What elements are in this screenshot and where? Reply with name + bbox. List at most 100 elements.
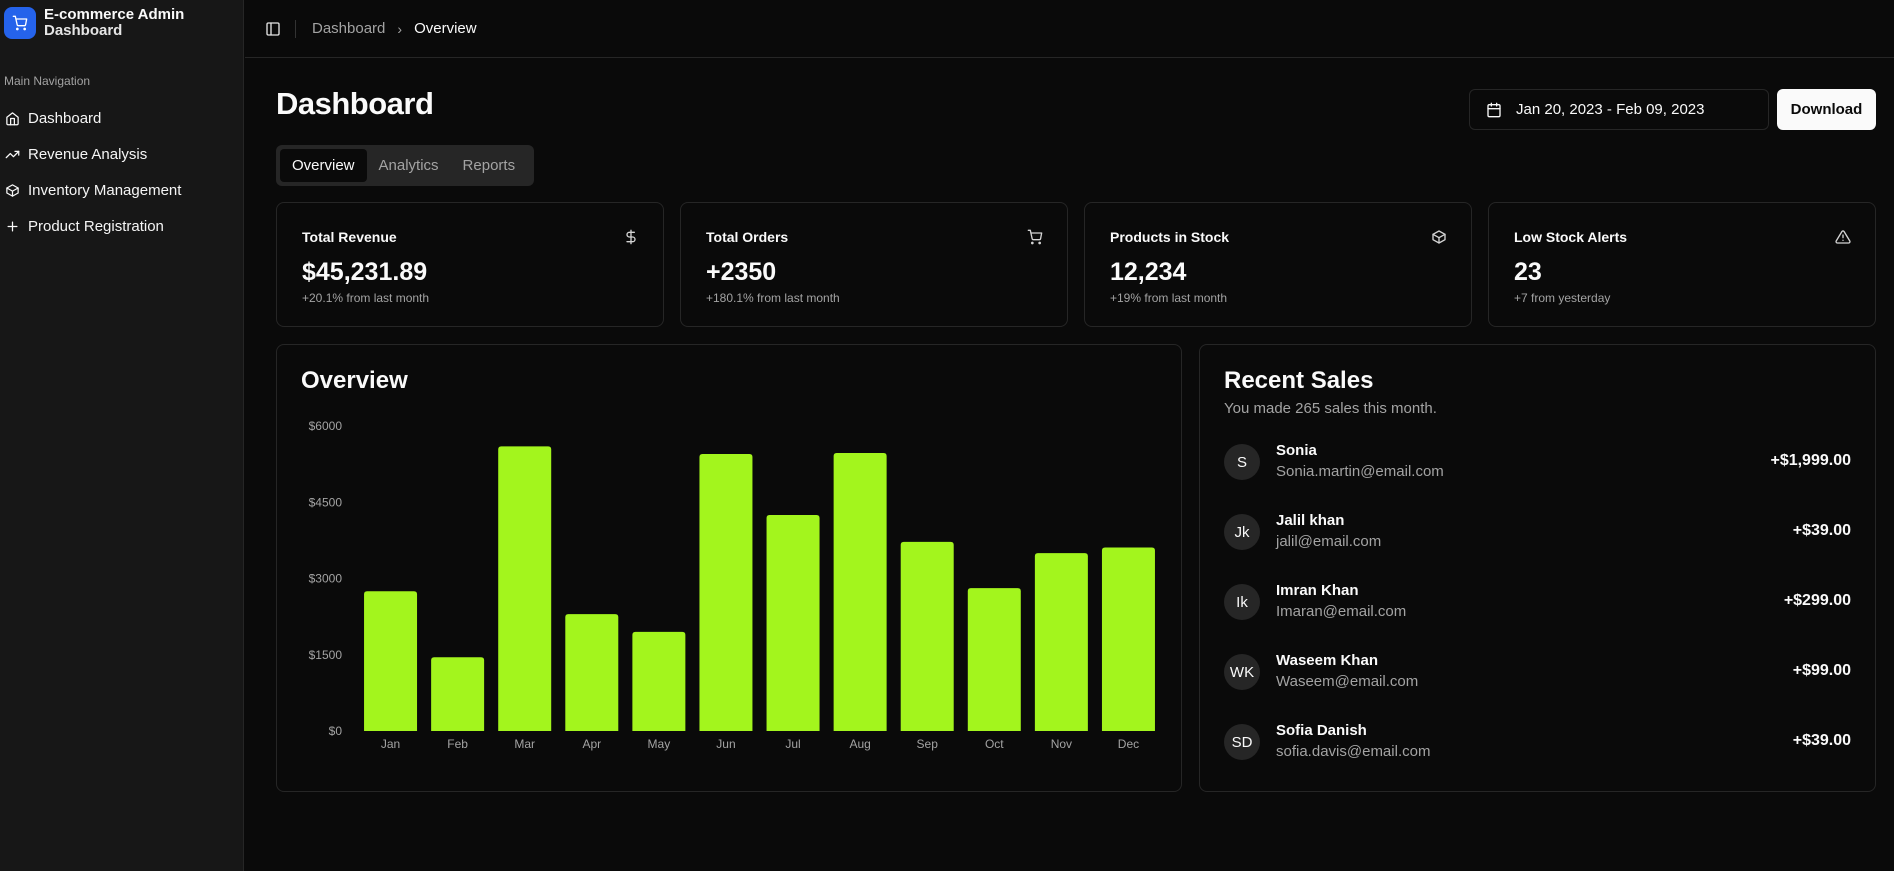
sidebar-item-revenue-analysis[interactable]: Revenue Analysis xyxy=(0,136,244,172)
avatar: SD xyxy=(1224,724,1260,760)
shopping-cart-icon xyxy=(4,7,36,39)
package-icon xyxy=(4,182,20,198)
y-tick-label: $4500 xyxy=(309,495,343,509)
breadcrumb-dashboard-link[interactable]: Dashboard xyxy=(312,20,386,37)
stat-note: +7 from yesterday xyxy=(1514,291,1611,305)
overview-chart-card: Overview $0 $1500 $3000 $4500 $6000 Jan Feb Mar… xyxy=(276,344,1182,792)
x-tick-label: Dec xyxy=(1118,737,1139,751)
stat-value: 23 xyxy=(1514,258,1542,286)
stat-value: 12,234 xyxy=(1110,258,1187,286)
chart-bar-jan[interactable] xyxy=(364,591,418,731)
sidebar-item-label: Revenue Analysis xyxy=(28,145,148,163)
x-tick-label: Sep xyxy=(917,737,939,751)
chart-bar-feb[interactable] xyxy=(431,657,485,731)
stat-value: +2350 xyxy=(706,258,777,286)
chart-bar-aug[interactable] xyxy=(833,452,887,731)
x-tick-label: May xyxy=(648,737,671,751)
stat-label: Total Orders xyxy=(706,229,789,245)
tab-reports[interactable]: Reports xyxy=(462,157,516,174)
chart-bar-jul[interactable] xyxy=(766,514,820,731)
stat-note: +19% from last month xyxy=(1110,291,1228,305)
list-item: Jk Jalil khan jalil@email.com +$39.00 xyxy=(1224,512,1851,552)
trending-up-icon xyxy=(4,146,20,162)
sidebar: E-commerce Admin Dashboard Main Navigati… xyxy=(0,0,244,871)
breadcrumb-current-page: Overview xyxy=(414,20,477,37)
chart-bar-oct[interactable] xyxy=(967,588,1021,731)
avatar: WK xyxy=(1224,654,1260,690)
x-tick-label: Nov xyxy=(1051,737,1072,751)
customer-email: sofia.davis@email.com xyxy=(1276,743,1431,760)
sidebar-item-dashboard[interactable]: Dashboard xyxy=(0,100,244,136)
brand-title: E-commerce Admin xyxy=(44,6,185,23)
x-tick-label: Oct xyxy=(985,737,1004,751)
sidebar-item-label: Dashboard xyxy=(28,109,102,127)
stat-card-products-in-stock: Products in Stock 12,234 +19% from last … xyxy=(1084,202,1472,327)
sale-amount: +$99.00 xyxy=(1792,662,1851,679)
date-range-value: Jan 20, 2023 - Feb 09, 2023 xyxy=(1516,101,1705,118)
x-tick-label: Jul xyxy=(785,737,800,751)
stat-label: Total Revenue xyxy=(302,229,397,245)
revenue-bar-chart: $0 $1500 $3000 $4500 $6000 Jan Feb Mar Apr May Jun… xyxy=(309,419,1155,751)
tab-list: Overview Analytics Reports xyxy=(276,145,534,186)
customer-name: Sofia Danish xyxy=(1276,722,1367,739)
customer-email: Sonia.martin@email.com xyxy=(1276,463,1444,480)
top-bar: Dashboard › Overview xyxy=(245,0,1894,58)
recent-sales-title: Recent Sales xyxy=(1224,367,1374,394)
cart-icon xyxy=(1027,229,1043,245)
calendar-icon xyxy=(1486,102,1502,118)
x-tick-label: Apr xyxy=(582,737,601,751)
x-tick-label: Mar xyxy=(514,737,535,751)
brand[interactable]: E-commerce Admin Dashboard xyxy=(4,7,184,39)
customer-name: Jalil khan xyxy=(1276,512,1345,529)
chart-bar-mar[interactable] xyxy=(498,446,552,731)
overview-title: Overview xyxy=(301,367,408,394)
breadcrumb: Dashboard › Overview xyxy=(312,20,477,37)
home-icon xyxy=(4,110,20,126)
chart-bar-apr[interactable] xyxy=(565,614,619,731)
customer-email: Imaran@email.com xyxy=(1276,603,1407,620)
sidebar-toggle-icon[interactable] xyxy=(261,17,285,41)
sidebar-item-label: Inventory Management xyxy=(28,181,182,199)
chart-bar-dec[interactable] xyxy=(1101,547,1155,731)
sale-amount: +$299.00 xyxy=(1783,592,1851,609)
chart-bar-nov[interactable] xyxy=(1034,553,1088,731)
x-tick-label: Aug xyxy=(849,737,870,751)
brand-subtitle: Dashboard xyxy=(44,22,123,39)
y-tick-label: $0 xyxy=(329,724,343,738)
download-button[interactable]: Download xyxy=(1777,89,1876,130)
date-range-picker[interactable]: Jan 20, 2023 - Feb 09, 2023 xyxy=(1469,89,1769,130)
stat-label: Products in Stock xyxy=(1110,229,1230,245)
customer-name: Imran Khan xyxy=(1276,582,1359,599)
sale-amount: +$39.00 xyxy=(1792,522,1851,539)
chart-bar-jun[interactable] xyxy=(699,453,753,731)
y-tick-label: $3000 xyxy=(309,572,343,586)
customer-email: jalil@email.com xyxy=(1276,533,1382,550)
chart-bar-may[interactable] xyxy=(632,631,686,731)
customer-name: Sonia xyxy=(1276,442,1317,459)
stat-value: $45,231.89 xyxy=(302,258,428,286)
stat-card-low-stock-alerts: Low Stock Alerts 23 +7 from yesterday xyxy=(1488,202,1876,327)
customer-email: Waseem@email.com xyxy=(1276,673,1419,690)
tab-analytics[interactable]: Analytics xyxy=(378,157,439,174)
y-tick-label: $1500 xyxy=(309,648,343,662)
avatar: Jk xyxy=(1224,514,1260,550)
list-item: WK Waseem Khan Waseem@email.com +$99.00 xyxy=(1224,652,1851,692)
stat-note: +20.1% from last month xyxy=(302,291,430,305)
sidebar-item-product-registration[interactable]: Product Registration xyxy=(0,208,244,244)
tab-overview[interactable]: Overview xyxy=(280,149,367,182)
recent-sales-card: Recent Sales You made 265 sales this mon… xyxy=(1199,344,1876,792)
chart-bar-sep[interactable] xyxy=(900,541,954,731)
sidebar-item-label: Product Registration xyxy=(28,217,164,235)
alert-triangle-icon xyxy=(1835,229,1851,245)
page-title: Dashboard xyxy=(276,86,434,121)
nav-group-label: Main Navigation xyxy=(4,74,91,88)
stat-card-total-orders: Total Orders +2350 +180.1% from last mon… xyxy=(680,202,1068,327)
list-item: Ik Imran Khan Imaran@email.com +$299.00 xyxy=(1224,582,1851,622)
sale-amount: +$39.00 xyxy=(1792,732,1851,749)
divider xyxy=(295,19,296,38)
sidebar-item-inventory-management[interactable]: Inventory Management xyxy=(0,172,244,208)
sale-amount: +$1,999.00 xyxy=(1770,452,1851,469)
stat-label: Low Stock Alerts xyxy=(1514,229,1628,245)
customer-name: Waseem Khan xyxy=(1276,652,1378,669)
stat-note: +180.1% from last month xyxy=(706,291,840,305)
